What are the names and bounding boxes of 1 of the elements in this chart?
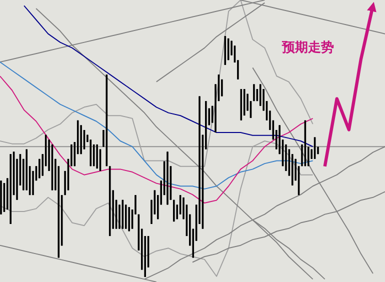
annotation: 预期走势 — [281, 40, 334, 56]
